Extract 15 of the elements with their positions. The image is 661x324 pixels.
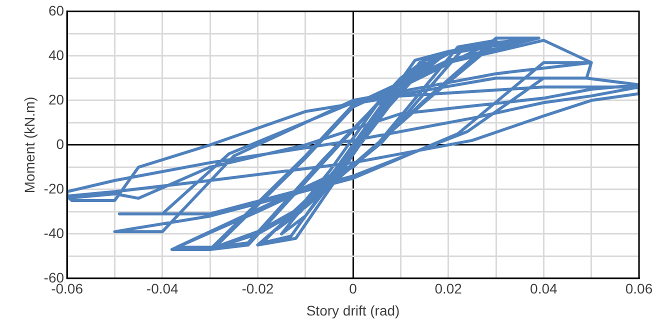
y-tick-label: -40 [44,224,64,241]
y-tick-label: -20 [44,180,64,196]
x-tick-label: 0 [349,280,358,297]
y-tick-label: 0 [56,136,64,152]
x-tick-label: 0.06 [625,280,653,297]
x-tick-label: -0.04 [146,280,179,297]
x-axis-title: Story drift (rad) [306,302,400,318]
y-tick-label: -60 [44,269,64,286]
y-tick-label: 40 [48,46,64,63]
y-tick-label: 20 [48,91,64,108]
x-tick-label: -0.02 [242,280,274,297]
x-tick-label: 0.02 [434,280,462,297]
y-axis-title: Moment (kN.m) [21,96,38,194]
y-tick-label: 60 [48,2,64,18]
x-tick-label: 0.04 [530,280,558,297]
